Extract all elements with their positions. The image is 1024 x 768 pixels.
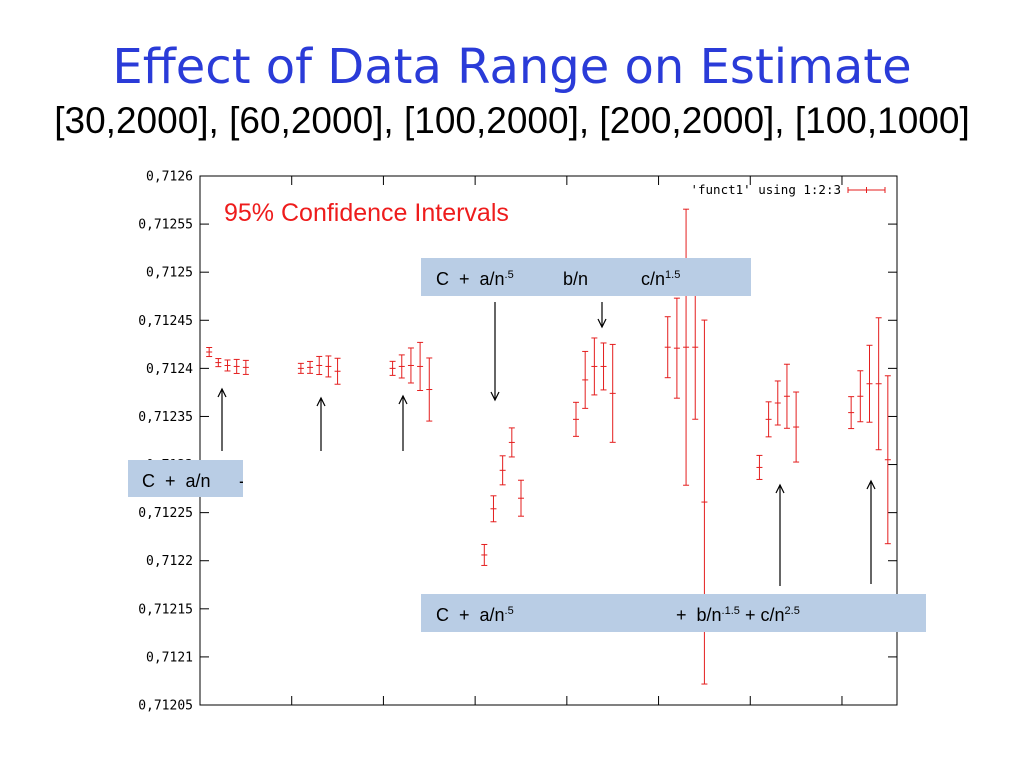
formula-term-c: c/n1.5: [641, 269, 680, 289]
error-bar-point: [783, 363, 790, 429]
error-bar-point: [242, 359, 249, 375]
formula-box-left: C + a/n -: [128, 460, 243, 497]
formula-term-a-exponent: .5: [504, 269, 514, 281]
y-tick-label: 0,7121: [146, 650, 193, 665]
error-bar-point: [316, 355, 323, 376]
formula-term-a: C + a/n: [142, 471, 211, 491]
slide-subtitle: [30,2000], [60,2000], [100,2000], [200,2…: [54, 100, 970, 141]
error-bar-point: [481, 543, 488, 566]
error-bar-point: [224, 359, 231, 372]
error-bar-point: [398, 354, 405, 379]
error-bar-point: [848, 396, 855, 430]
y-tick-label: 0,71235: [138, 410, 193, 425]
error-bar-point: [417, 341, 424, 391]
formula-term-c-text: c/n: [641, 269, 666, 289]
error-bar-point: [389, 360, 396, 376]
plot-frame: [199, 175, 898, 706]
arrow-up-icon: [316, 396, 326, 451]
formula-box-top: C + a/n.5 b/n c/n1.5: [421, 258, 751, 296]
error-bar-point: [490, 495, 497, 523]
formula-term-a-exponent: .5: [504, 605, 514, 617]
error-bar-point: [756, 454, 763, 480]
formula-term-b-text: + b/n: [676, 605, 722, 625]
error-bar-point: [499, 455, 506, 486]
formula-term-c-exponent: 1.5: [665, 269, 681, 281]
error-bar-point: [793, 391, 800, 463]
error-bar-point: [664, 316, 671, 379]
y-tick-label: 0,71225: [138, 506, 193, 521]
confidence-interval-note: 95% Confidence Intervals: [224, 199, 509, 227]
error-bar-point: [517, 479, 524, 517]
error-bar-point: [508, 427, 515, 458]
error-bar-point: [426, 357, 433, 422]
arrow-up-icon: [217, 387, 227, 451]
error-bar-point: [591, 337, 598, 396]
axes: [199, 175, 898, 706]
error-bar-point: [609, 343, 616, 443]
error-bar-point: [307, 360, 314, 374]
error-bar-point: [407, 347, 414, 384]
y-tick-label: 0,7124: [146, 362, 193, 377]
error-bar-point: [233, 358, 240, 374]
error-bar-point: [857, 370, 864, 423]
y-tick-label: 0,7122: [146, 554, 193, 569]
formula-term-c-text: + c/n: [745, 605, 785, 625]
error-bar-point: [325, 355, 332, 378]
legend-swatch: [847, 187, 886, 193]
error-bar-point: [334, 357, 341, 385]
formula-term-b: b/n: [563, 269, 589, 289]
formula-term-a: C + a/n.5: [436, 269, 514, 289]
error-bar-point: [774, 380, 781, 426]
y-tick-label: 0,71205: [138, 699, 193, 714]
error-bar-point: [206, 346, 213, 358]
error-bar-point: [600, 342, 607, 391]
legend-label: 'funct1' using 1:2:3: [690, 182, 841, 197]
arrow-up-icon: [866, 479, 876, 584]
error-bar-point: [683, 208, 690, 486]
arrow-down-icon: [597, 302, 607, 329]
arrow-up-icon: [398, 394, 408, 451]
formula-term-b-exponent: .1.5: [721, 605, 740, 617]
y-tick-label: 0,7126: [146, 170, 193, 185]
y-tick-label: 0,71245: [138, 314, 193, 329]
y-tick-label: 0,7125: [146, 266, 193, 281]
error-bar-point: [673, 297, 680, 399]
error-bar-point: [875, 317, 882, 451]
formula-term-a-text: C + a/n: [436, 605, 505, 625]
formula-term-a: C + a/n.5: [436, 605, 514, 625]
formula-term-c-exponent: 2.5: [784, 605, 800, 617]
error-bar-point: [884, 375, 891, 545]
error-bar-point: [297, 362, 304, 374]
arrow-up-icon: [775, 483, 785, 586]
error-bar-point: [866, 344, 873, 423]
error-bar-point: [573, 401, 580, 437]
error-bar-point: [582, 350, 589, 409]
y-tick-label: 0,71215: [138, 602, 193, 617]
formula-trailing-dash: -: [239, 471, 243, 491]
y-tick-label: 0,71255: [138, 218, 193, 233]
formula-term-c: + c/n2.5: [745, 605, 800, 625]
formula-term-b: + b/n.1.5: [676, 605, 740, 625]
error-bar-point: [215, 358, 222, 368]
error-bar-point: [765, 401, 772, 438]
arrow-down-icon: [490, 302, 500, 402]
formula-term-a-text: C + a/n: [436, 269, 505, 289]
slide-title: Effect of Data Range on Estimate: [112, 39, 912, 95]
formula-box-bottom: C + a/n.5 + b/n.1.5 + c/n2.5: [421, 594, 926, 632]
